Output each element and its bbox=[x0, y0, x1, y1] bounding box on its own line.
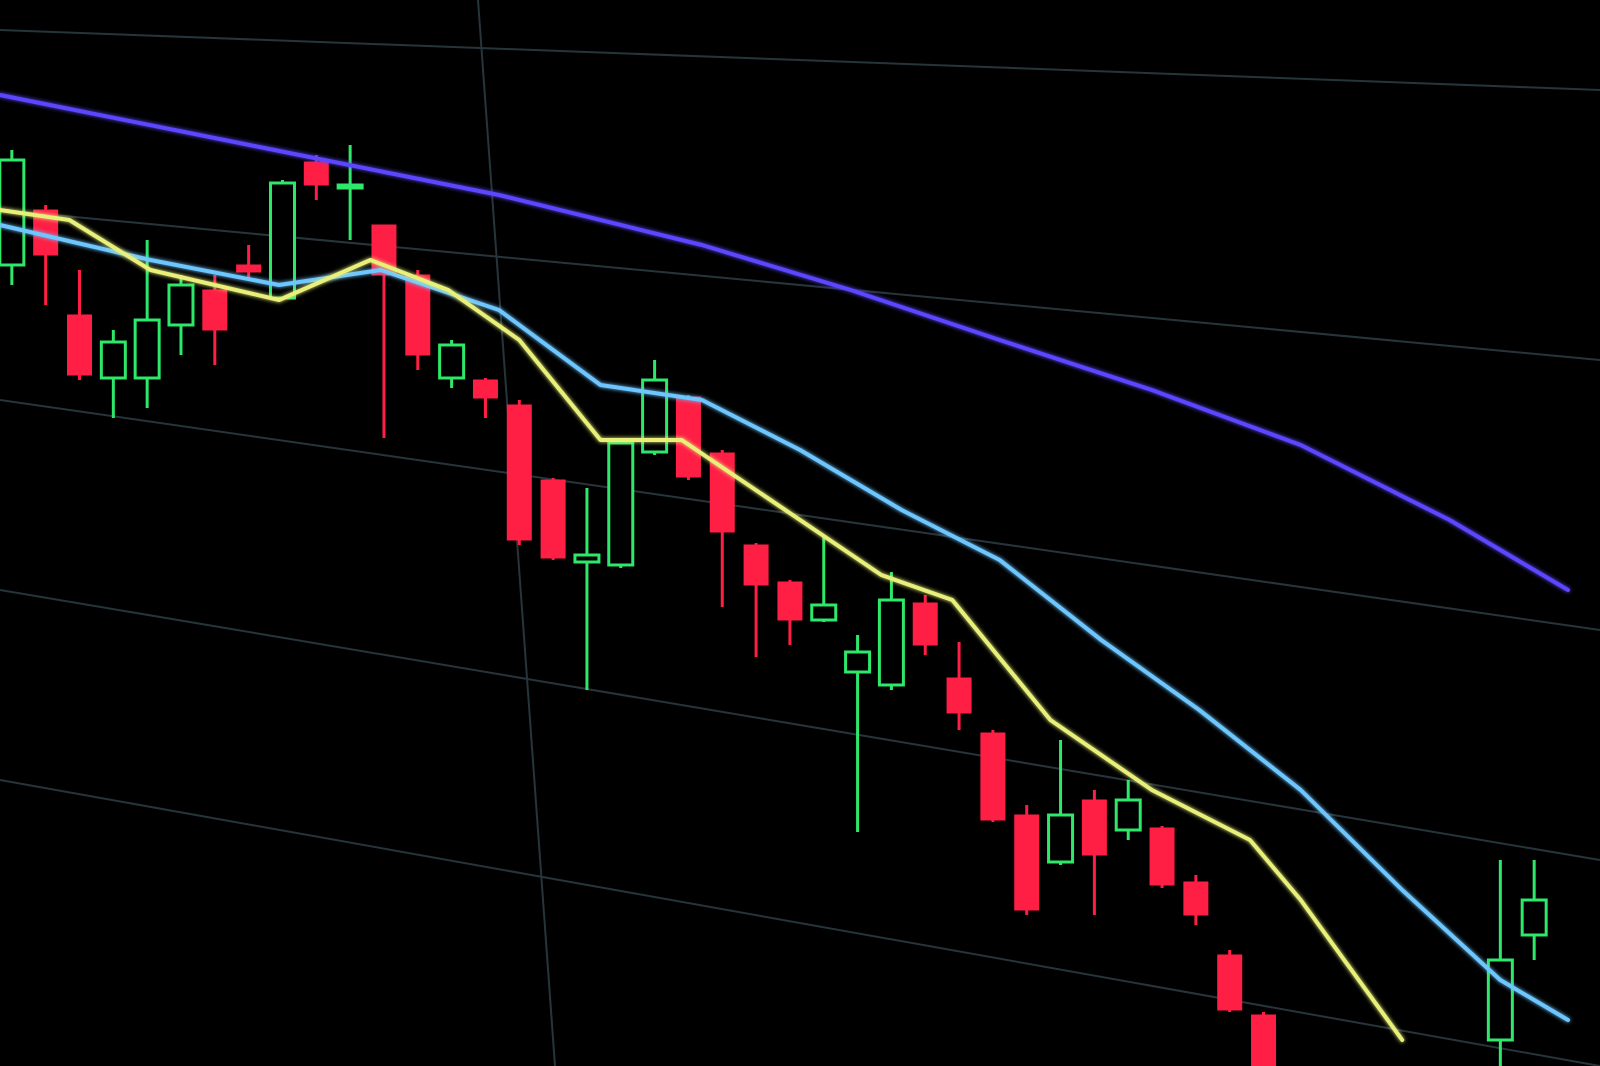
candle-body bbox=[1114, 798, 1142, 832]
candle-body bbox=[438, 343, 466, 380]
candle-body bbox=[405, 274, 431, 356]
candle-body bbox=[980, 732, 1006, 821]
candle-body bbox=[1251, 1014, 1277, 1066]
moving-average-line bbox=[0, 208, 1405, 1042]
grid-line bbox=[0, 779, 1600, 1066]
candle-body bbox=[877, 598, 905, 687]
candle-body bbox=[1217, 954, 1243, 1011]
candle-body bbox=[202, 289, 228, 331]
grid-line bbox=[0, 399, 1600, 631]
candle-body bbox=[1486, 958, 1514, 1042]
candle-body bbox=[743, 544, 769, 586]
grid-line bbox=[0, 589, 1600, 861]
candle-body bbox=[844, 650, 872, 674]
candle-body bbox=[540, 479, 566, 559]
candle-body bbox=[66, 314, 92, 376]
candle-body bbox=[777, 581, 803, 621]
candle-body bbox=[167, 283, 195, 327]
candle-body bbox=[810, 603, 838, 622]
candle-body bbox=[1081, 799, 1107, 856]
plot-area bbox=[0, 93, 1570, 1066]
candle-body bbox=[99, 340, 127, 380]
candle-body bbox=[336, 183, 364, 190]
candle-body bbox=[268, 181, 296, 300]
candle-body bbox=[1520, 898, 1548, 937]
candle-body bbox=[506, 404, 532, 541]
grid-line bbox=[0, 29, 1600, 91]
candle-body bbox=[675, 396, 701, 478]
candle-body bbox=[607, 441, 635, 567]
candle-body bbox=[1047, 813, 1075, 864]
candle-body bbox=[946, 677, 972, 714]
candle-body bbox=[1183, 881, 1209, 916]
grid-line bbox=[0, 209, 1600, 361]
candle-body bbox=[472, 379, 498, 399]
candle-body bbox=[709, 452, 735, 533]
candle-body bbox=[303, 161, 329, 186]
candle-body bbox=[1149, 827, 1175, 886]
candle-body bbox=[573, 553, 601, 564]
candle-body bbox=[133, 318, 161, 380]
candle-body bbox=[912, 602, 938, 646]
moving-average-line bbox=[0, 93, 1570, 592]
candle-body bbox=[236, 264, 262, 273]
candle-body bbox=[1014, 814, 1040, 911]
